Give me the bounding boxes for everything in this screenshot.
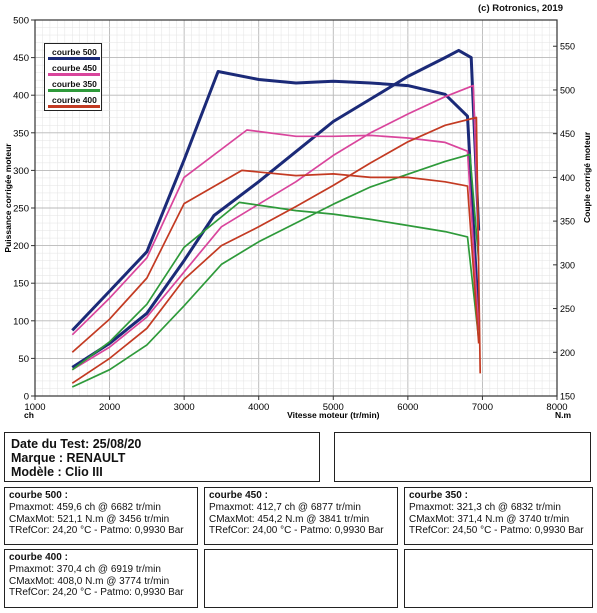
curve-450-box: courbe 450 : Pmaxmot: 412,7 ch @ 6877 tr… xyxy=(204,487,398,545)
y-left-tick-label: 500 xyxy=(13,16,29,27)
curve-500-title: courbe 500 : xyxy=(9,490,68,501)
x-tick-label: 3000 xyxy=(174,402,195,413)
y-left-tick-label: 50 xyxy=(18,354,29,365)
curve-500-tref: TRefCor: 24,20 °C - Patmo: 0,9930 Bar xyxy=(9,525,184,536)
curve-400-tref: TRefCor: 24,20 °C - Patmo: 0,9930 Bar xyxy=(9,587,184,598)
legend-label: courbe 450 xyxy=(52,63,97,73)
legend-swatch xyxy=(48,89,100,92)
legend-swatch xyxy=(48,105,100,108)
x-axis-label: Vitesse moteur (tr/min) xyxy=(287,410,380,420)
courbe-350-torque-line xyxy=(71,201,480,371)
courbe-450-torque-line xyxy=(71,129,480,336)
x-tick-label: 7000 xyxy=(472,402,493,413)
y-right-tick-label: 550 xyxy=(560,42,575,52)
test-date: Date du Test: 25/08/20 xyxy=(11,437,142,451)
curve-450-cmax: CMaxMot: 454,2 N.m @ 3841 tr/min xyxy=(209,513,370,525)
y-right-tick-label: 500 xyxy=(560,85,575,95)
x-tick-label: 2000 xyxy=(99,402,120,413)
curve-500-box: courbe 500 : Pmaxmot: 459,6 ch @ 6682 tr… xyxy=(4,487,198,545)
curve-500-pmax: Pmaxmot: 459,6 ch @ 6682 tr/min xyxy=(9,502,161,513)
curve-400-title: courbe 400 : xyxy=(9,552,68,563)
y-right-tick-label: 300 xyxy=(560,260,575,270)
y-left-tick-label: 400 xyxy=(13,91,29,102)
dyno-chart: 1000 2000 3000 4000 5000 6000 7000 8000 0 50 100 15… xyxy=(3,16,592,421)
y-left-unit: ch xyxy=(24,410,34,420)
curve-400-box: courbe 400 : Pmaxmot: 370,4 ch @ 6919 tr… xyxy=(4,549,198,608)
y-right-tick-label: 450 xyxy=(560,129,575,139)
y-left-tick-label: 450 xyxy=(13,53,29,64)
curve-450-tref: TRefCor: 24,00 °C - Patmo: 0,9930 Bar xyxy=(209,525,384,536)
test-brand: Marque : RENAULT xyxy=(11,451,126,465)
y-right-tick-label: 200 xyxy=(560,348,575,358)
x-tick-label: 4000 xyxy=(248,402,269,413)
curve-350-tref: TRefCor: 24,50 °C - Patmo: 0,9930 Bar xyxy=(409,525,584,536)
curve-350-pmax: Pmaxmot: 321,3 ch @ 6832 tr/min xyxy=(409,502,561,513)
curve-350-box: courbe 350 : Pmaxmot: 321,3 ch @ 6832 tr… xyxy=(404,487,593,545)
x-axis-unit: N.m xyxy=(555,410,572,420)
y-right-tick-label: 150 xyxy=(560,392,575,402)
y-right-axis-label: Couple corrigé moteur xyxy=(582,131,592,223)
y-left-tick-label: 350 xyxy=(13,128,29,139)
test-info-box: Date du Test: 25/08/20 Marque : RENAULT … xyxy=(4,432,320,482)
x-tick-label: 6000 xyxy=(397,402,418,413)
y-left-tick-label: 100 xyxy=(13,316,29,327)
y-left-tick-label: 0 xyxy=(24,392,29,403)
courbe-500-power-line xyxy=(71,48,481,369)
chart-legend: courbe 500 courbe 450 courbe 350 courbe 400 xyxy=(44,43,102,111)
legend-swatch xyxy=(48,57,100,60)
y-left-axis-label: Puissance corrigée moteur xyxy=(3,143,13,253)
courbe-350-power-line xyxy=(71,153,480,388)
courbe-400-torque-line xyxy=(71,169,480,353)
curve-350-title: courbe 350 : xyxy=(409,490,468,501)
y-right-tick-label: 250 xyxy=(560,304,575,314)
curve-450-title: courbe 450 : xyxy=(209,490,268,501)
legend-label: courbe 350 xyxy=(52,79,97,89)
y-left-tick-label: 200 xyxy=(13,241,29,252)
courbe-500-torque-line xyxy=(71,70,481,332)
x-tick-label: 1000 xyxy=(24,402,45,413)
y-right-tick-label: 350 xyxy=(560,217,575,227)
empty-info-box xyxy=(334,432,591,482)
y-left-tick-label: 300 xyxy=(13,166,29,177)
legend-label: courbe 400 xyxy=(52,95,97,105)
test-model: Modèle : Clio III xyxy=(11,465,103,479)
curve-450-pmax: Pmaxmot: 412,7 ch @ 6877 tr/min xyxy=(209,502,361,513)
x-tick-label: 5000 xyxy=(323,402,344,413)
curve-400-pmax: Pmaxmot: 370,4 ch @ 6919 tr/min xyxy=(9,564,161,575)
empty-curve-box-1 xyxy=(204,549,398,608)
y-left-tick-label: 250 xyxy=(13,204,29,215)
curve-500-cmax: CMaxMot: 521,1 N.m @ 3456 tr/min xyxy=(9,513,170,525)
legend-swatch xyxy=(48,73,100,76)
courbe-400-power-line xyxy=(71,116,482,384)
empty-curve-box-2 xyxy=(404,549,593,608)
x-tick-label: 8000 xyxy=(546,402,567,413)
curve-350-cmax: CMaxMot: 371,4 N.m @ 3740 tr/min xyxy=(409,513,570,525)
copyright-text: (c) Rotronics, 2019 xyxy=(478,3,563,14)
legend-label: courbe 500 xyxy=(52,47,97,57)
y-left-tick-label: 150 xyxy=(13,279,29,290)
y-right-tick-label: 400 xyxy=(560,173,575,183)
curve-400-cmax: CMaxMot: 408,0 N.m @ 3774 tr/min xyxy=(9,575,170,587)
courbe-450-power-line xyxy=(71,84,480,371)
